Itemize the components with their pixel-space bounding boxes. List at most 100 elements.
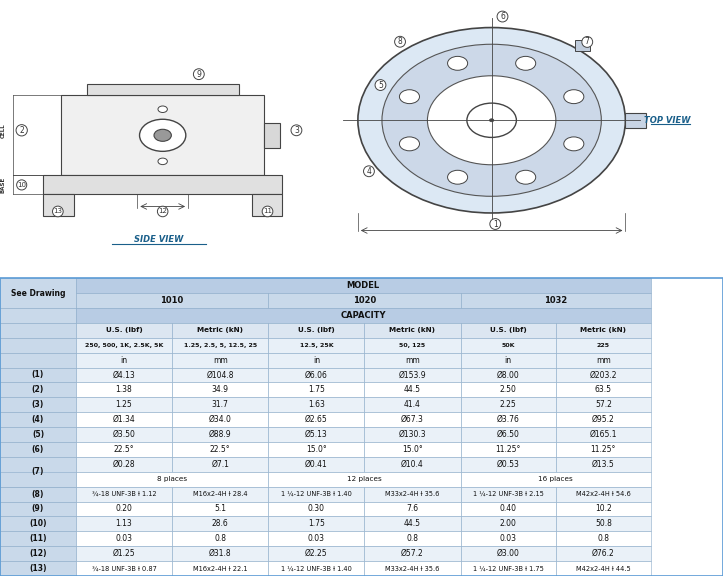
- Bar: [172, 338, 268, 353]
- Text: Ø76.2: Ø76.2: [592, 549, 615, 558]
- Text: Ø3.76: Ø3.76: [497, 415, 520, 424]
- Text: 6: 6: [500, 12, 505, 21]
- Circle shape: [427, 76, 556, 165]
- Text: 22.5°: 22.5°: [210, 445, 231, 454]
- Bar: [172, 367, 268, 382]
- Text: M33x2-4H Ɨ 35.6: M33x2-4H Ɨ 35.6: [385, 491, 440, 497]
- Bar: [364, 561, 461, 576]
- Bar: [268, 487, 364, 502]
- Bar: [556, 457, 651, 472]
- Bar: [268, 457, 364, 472]
- Bar: [556, 323, 651, 338]
- Bar: [76, 472, 268, 487]
- Text: 11.25°: 11.25°: [495, 445, 521, 454]
- Circle shape: [399, 90, 419, 104]
- Bar: [364, 487, 461, 502]
- Bar: [172, 353, 268, 367]
- Bar: [0, 278, 76, 308]
- Text: (10): (10): [29, 520, 47, 528]
- Bar: [76, 397, 172, 412]
- Text: U.S. (lbf): U.S. (lbf): [106, 327, 142, 334]
- Text: 44.5: 44.5: [404, 385, 421, 395]
- Text: Ø3.00: Ø3.00: [497, 549, 520, 558]
- Bar: [461, 531, 556, 546]
- Text: 1.38: 1.38: [116, 385, 132, 395]
- Text: mm: mm: [213, 355, 228, 365]
- Circle shape: [399, 137, 419, 151]
- Text: Ø7.1: Ø7.1: [211, 460, 229, 469]
- Bar: [0, 472, 76, 487]
- Text: 2.25: 2.25: [500, 400, 517, 410]
- Bar: [43, 176, 282, 195]
- Bar: [76, 427, 172, 442]
- Bar: [0, 308, 76, 323]
- Text: 11: 11: [263, 209, 272, 214]
- Text: Ø88.9: Ø88.9: [209, 430, 231, 439]
- Bar: [43, 195, 74, 217]
- Bar: [172, 323, 268, 338]
- Bar: [172, 531, 268, 546]
- Text: 1.75: 1.75: [308, 520, 325, 528]
- Text: Ø2.65: Ø2.65: [305, 415, 328, 424]
- Bar: [76, 353, 172, 367]
- Text: DIMENSIONS: DIMENSIONS: [307, 257, 416, 272]
- Bar: [364, 323, 461, 338]
- Text: CELL: CELL: [1, 123, 5, 138]
- Text: 0.20: 0.20: [116, 505, 132, 513]
- Bar: [556, 353, 651, 367]
- Text: (12): (12): [29, 549, 47, 558]
- Text: 7: 7: [585, 37, 590, 47]
- Circle shape: [564, 137, 584, 151]
- Bar: [0, 546, 76, 561]
- Text: 1.63: 1.63: [308, 400, 325, 410]
- Text: 15.0°: 15.0°: [306, 445, 327, 454]
- Bar: [625, 113, 646, 128]
- Bar: [76, 338, 172, 353]
- Text: Ø57.2: Ø57.2: [401, 549, 424, 558]
- Text: Ø1.25: Ø1.25: [113, 549, 135, 558]
- Text: M16x2-4H Ɨ 28.4: M16x2-4H Ɨ 28.4: [193, 491, 247, 497]
- Bar: [556, 487, 651, 502]
- Bar: [0, 397, 76, 412]
- Text: 1.75: 1.75: [308, 385, 325, 395]
- Bar: [364, 338, 461, 353]
- Text: Ø95.2: Ø95.2: [592, 415, 615, 424]
- Bar: [268, 427, 364, 442]
- Text: 12: 12: [158, 209, 167, 214]
- Circle shape: [158, 106, 167, 112]
- Bar: [172, 427, 268, 442]
- Bar: [268, 561, 364, 576]
- Circle shape: [140, 119, 186, 151]
- Bar: [76, 442, 172, 457]
- Text: 15.0°: 15.0°: [402, 445, 423, 454]
- Bar: [364, 531, 461, 546]
- Text: BASE: BASE: [1, 177, 5, 193]
- Text: 50, 125: 50, 125: [399, 343, 426, 348]
- Text: Ø1.34: Ø1.34: [113, 415, 135, 424]
- Bar: [575, 40, 591, 51]
- Bar: [461, 427, 556, 442]
- Text: M42x2-4H Ɨ 54.6: M42x2-4H Ɨ 54.6: [576, 491, 630, 497]
- Text: Ø8.00: Ø8.00: [497, 370, 520, 380]
- Bar: [461, 502, 556, 517]
- Bar: [0, 382, 76, 397]
- Bar: [76, 308, 651, 323]
- Bar: [252, 195, 282, 217]
- Text: 1020: 1020: [353, 296, 376, 305]
- Bar: [0, 502, 76, 517]
- Text: in: in: [313, 355, 320, 365]
- Text: (7): (7): [32, 467, 44, 476]
- Circle shape: [515, 170, 536, 184]
- Bar: [556, 382, 651, 397]
- Bar: [364, 457, 461, 472]
- Text: 5.1: 5.1: [214, 505, 226, 513]
- Bar: [268, 397, 364, 412]
- Bar: [172, 412, 268, 427]
- Bar: [76, 561, 172, 576]
- Bar: [556, 546, 651, 561]
- Text: 11.25°: 11.25°: [591, 445, 616, 454]
- Bar: [0, 353, 76, 367]
- Bar: [172, 546, 268, 561]
- Bar: [172, 457, 268, 472]
- Circle shape: [448, 56, 468, 70]
